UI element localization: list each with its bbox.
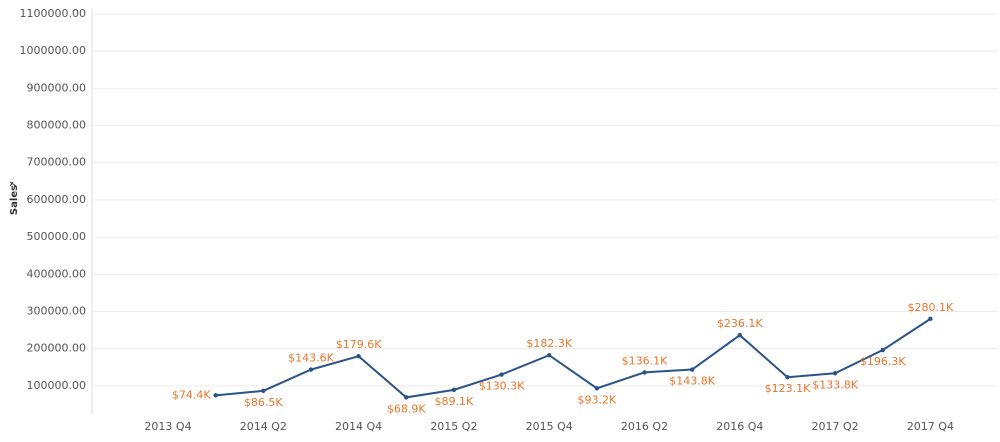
data-label: $123.1K	[765, 382, 811, 395]
x-tick-label: 2013 Q4	[144, 420, 191, 433]
y-tick-label: 100000.00	[27, 379, 87, 392]
point	[308, 367, 314, 372]
sort-icon[interactable]	[9, 181, 17, 187]
y-tick-label: 400000.00	[27, 267, 87, 280]
point	[880, 347, 885, 353]
x-tick-label: 2014 Q4	[335, 420, 382, 433]
data-label: $86.5K	[244, 396, 283, 409]
x-tick-label: 2017 Q2	[812, 420, 859, 433]
point	[404, 395, 409, 400]
data-label: $196.3K	[860, 355, 906, 368]
x-tick-label: 2016 Q4	[716, 420, 763, 433]
data-label: $130.3K	[479, 380, 525, 393]
point	[642, 370, 647, 375]
y-tick-label: 1000000.00	[20, 44, 86, 57]
x-tick-label: 2015 Q4	[526, 420, 573, 433]
point	[451, 387, 457, 393]
y-tick-label: 200000.00	[27, 342, 87, 355]
y-tick-label: 600000.00	[27, 193, 87, 206]
data-label: $280.1K	[908, 301, 954, 314]
y-tick-label: 700000.00	[27, 156, 87, 169]
x-tick-label: 2014 Q2	[240, 420, 287, 433]
y-tick-label: 800000.00	[27, 119, 87, 132]
y-tick-label: 900000.00	[27, 81, 87, 94]
point	[547, 353, 552, 358]
data-label: $74.4K	[172, 388, 211, 401]
point	[832, 371, 838, 376]
x-tick-label: 2015 Q2	[430, 420, 477, 433]
y-tick-label: 500000.00	[27, 230, 87, 243]
sales-line	[215, 318, 931, 399]
x-tick-label: 2016 Q2	[621, 420, 668, 433]
point	[594, 386, 600, 391]
data-label: $236.1K	[717, 317, 763, 330]
point	[356, 354, 361, 359]
data-label: $179.6K	[336, 338, 382, 351]
point	[213, 393, 218, 398]
point	[785, 375, 790, 380]
point	[689, 367, 695, 372]
y-tick-label: 1100000.00	[20, 7, 86, 20]
point	[261, 388, 266, 394]
data-label: $143.6K	[288, 352, 334, 365]
data-label: $143.8K	[669, 375, 715, 388]
data-label: $68.9K	[387, 402, 426, 415]
data-label: $93.2K	[577, 393, 616, 406]
data-label: $89.1K	[435, 395, 474, 408]
y-tick-label: 300000.00	[27, 304, 87, 317]
point	[928, 316, 933, 322]
x-tick-label: 2017 Q4	[907, 420, 954, 433]
y-axis-title: Sales	[9, 185, 20, 215]
point	[499, 372, 504, 377]
point	[737, 333, 742, 338]
data-label: $133.8K	[812, 378, 858, 391]
data-label: $182.3K	[526, 337, 572, 350]
data-label: $136.1K	[622, 354, 668, 367]
